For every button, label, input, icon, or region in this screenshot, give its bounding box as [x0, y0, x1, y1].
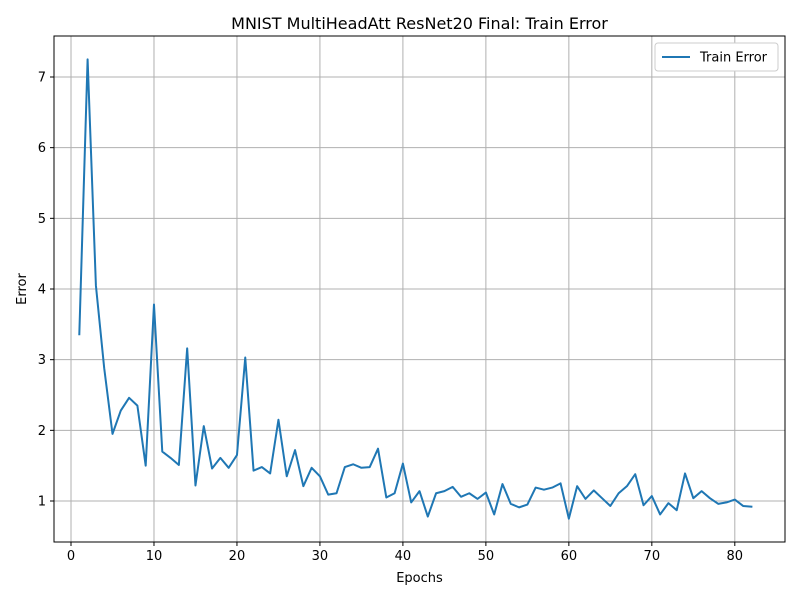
legend: Train Error	[654, 42, 779, 72]
x-axis-label: Epochs	[396, 571, 443, 586]
x-tick-label: 50	[478, 549, 495, 564]
series-layer	[78, 58, 753, 520]
x-axis-ticks: 0 10 20 30 40 50 60 70 80	[67, 542, 743, 564]
legend-box	[654, 42, 779, 72]
y-tick-label: 1	[38, 495, 46, 510]
y-tick-label: 4	[38, 283, 46, 298]
x-tick-label: 60	[561, 549, 578, 564]
grid-lines	[54, 36, 785, 542]
x-tick-label: 80	[727, 549, 744, 564]
x-tick-label: 70	[644, 549, 661, 564]
y-axis-label: Error	[15, 273, 30, 305]
y-tick-label: 7	[38, 70, 46, 85]
x-tick-label: 30	[312, 549, 329, 564]
x-tick-label: 0	[67, 549, 75, 564]
y-tick-label: 3	[38, 353, 46, 368]
x-tick-label: 20	[229, 549, 246, 564]
y-axis-ticks: 1 2 3 4 5 6 7	[38, 70, 54, 510]
y-tick-label: 5	[38, 212, 46, 227]
chart-title: MNIST MultiHeadAtt ResNet20 Final: Train…	[231, 14, 608, 33]
y-tick-label: 6	[38, 141, 46, 156]
series-line-train-error	[78, 58, 753, 520]
x-tick-label: 40	[395, 549, 412, 564]
legend-label: Train Error	[699, 51, 768, 66]
x-tick-label: 10	[146, 549, 163, 564]
y-tick-label: 2	[38, 424, 46, 439]
